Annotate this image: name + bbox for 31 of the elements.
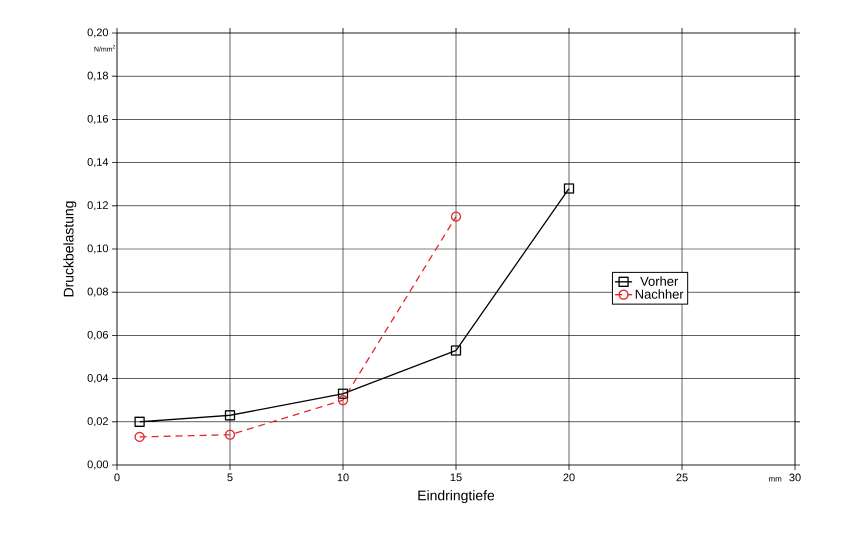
y-tick-label: 0,08 — [88, 288, 108, 297]
point — [224, 430, 236, 440]
point — [450, 345, 462, 356]
point — [564, 183, 574, 194]
x-tick-label: 0 — [114, 474, 120, 482]
point — [338, 395, 348, 406]
x-tick-label: 15 — [450, 474, 462, 482]
point — [450, 211, 462, 222]
y-tick-label: 0,02 — [88, 417, 108, 426]
x-tick-label: 5 — [227, 474, 233, 482]
x-tick-label: 25 — [676, 474, 688, 482]
y-tick-label: 0,20 — [88, 28, 108, 38]
y-axis-title: Druckbelastung — [63, 201, 76, 296]
legend-label: Vorher — [640, 276, 678, 286]
point — [338, 388, 348, 399]
y-tick-label: 0,14 — [88, 158, 108, 168]
x-tick-label: 10 — [338, 474, 349, 482]
x-tick-label: 20 — [563, 474, 575, 482]
y-tick-label: 0,16 — [88, 114, 108, 124]
y-tick-label: 0,00 — [88, 460, 108, 470]
y-tick-label: 0,18 — [88, 72, 108, 81]
y-tick-label: 0,06 — [88, 330, 108, 340]
point — [134, 432, 145, 442]
y-tick-label: 0,04 — [88, 374, 108, 384]
point — [224, 410, 236, 420]
y-tick-label: 0,10 — [88, 244, 108, 254]
point — [134, 416, 145, 427]
legend-label: Nachher — [636, 289, 684, 299]
x-tick-label: 30 — [789, 474, 801, 482]
x-axis-title: Eindringtiefe — [418, 490, 494, 504]
y-tick-label: 0,12 — [88, 201, 108, 210]
